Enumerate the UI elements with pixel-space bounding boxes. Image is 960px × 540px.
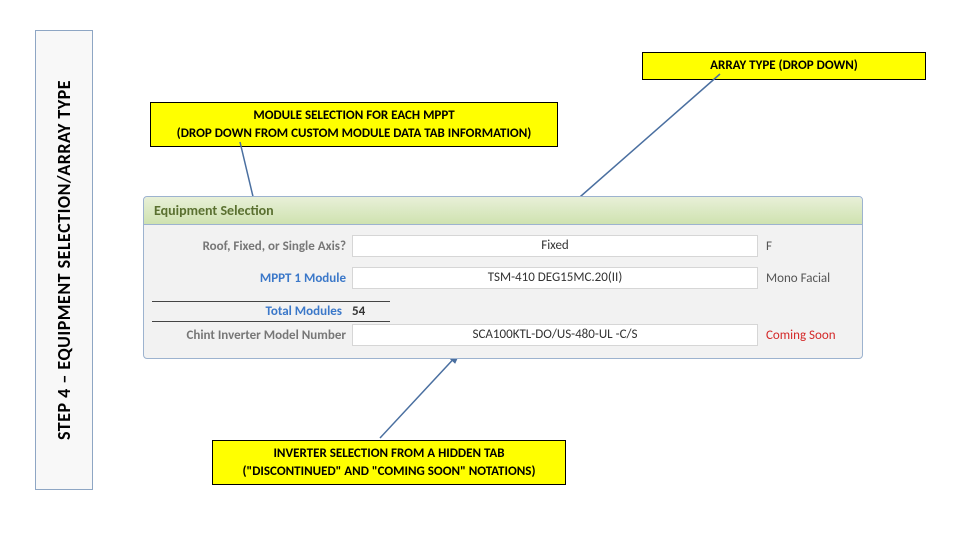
callout-inverter-line1: INVERTER SELECTION FROM A HIDDEN TAB: [273, 446, 504, 461]
extra-roof: F: [758, 239, 854, 254]
step-title-box: STEP 4 – EQUIPMENT SELECTION/ARRAY TYPE: [35, 30, 93, 490]
row-mppt1: MPPT 1 Module TSM-410 DEG15MC.20(II) Mon…: [152, 265, 854, 291]
row-total-modules: Total Modules 54: [152, 301, 854, 322]
label-inverter: Chint Inverter Model Number: [152, 328, 352, 343]
connector-line: [380, 352, 460, 438]
spacer: [152, 291, 854, 301]
callout-inverter-selection: INVERTER SELECTION FROM A HIDDEN TAB ("D…: [212, 440, 566, 485]
extra-inverter-status: Coming Soon: [758, 328, 854, 343]
callout-inverter-line2: ("DISCONTINUED" AND "COMING SOON" NOTATI…: [242, 464, 535, 479]
value-total-modules: 54: [352, 301, 390, 322]
callout-module-line2: (DROP DOWN FROM CUSTOM MODULE DATA TAB I…: [177, 126, 532, 141]
panel-body: Roof, Fixed, or Single Axis? Fixed F MPP…: [144, 225, 862, 358]
row-roof-fixed: Roof, Fixed, or Single Axis? Fixed F: [152, 233, 854, 259]
extra-mppt1: Mono Facial: [758, 271, 854, 286]
dropdown-array-type[interactable]: Fixed: [352, 235, 758, 257]
callout-module-selection: MODULE SELECTION FOR EACH MPPT (DROP DOW…: [150, 102, 558, 147]
label-roof: Roof, Fixed, or Single Axis?: [152, 239, 352, 254]
label-mppt1: MPPT 1 Module: [152, 271, 352, 286]
step-title-text: STEP 4 – EQUIPMENT SELECTION/ARRAY TYPE: [53, 80, 75, 440]
dropdown-mppt1-module[interactable]: TSM-410 DEG15MC.20(II): [352, 267, 758, 289]
callout-array-type-text: ARRAY TYPE (DROP DOWN): [710, 58, 858, 73]
label-total-modules: Total Modules: [152, 301, 352, 322]
panel-header: Equipment Selection: [144, 197, 862, 225]
dropdown-inverter-model[interactable]: SCA100KTL-DO/US-480-UL -C/S: [352, 324, 758, 346]
callout-array-type: ARRAY TYPE (DROP DOWN): [642, 52, 926, 80]
row-inverter: Chint Inverter Model Number SCA100KTL-DO…: [152, 322, 854, 348]
callout-module-line1: MODULE SELECTION FOR EACH MPPT: [253, 108, 454, 123]
equipment-selection-panel: Equipment Selection Roof, Fixed, or Sing…: [143, 196, 863, 359]
